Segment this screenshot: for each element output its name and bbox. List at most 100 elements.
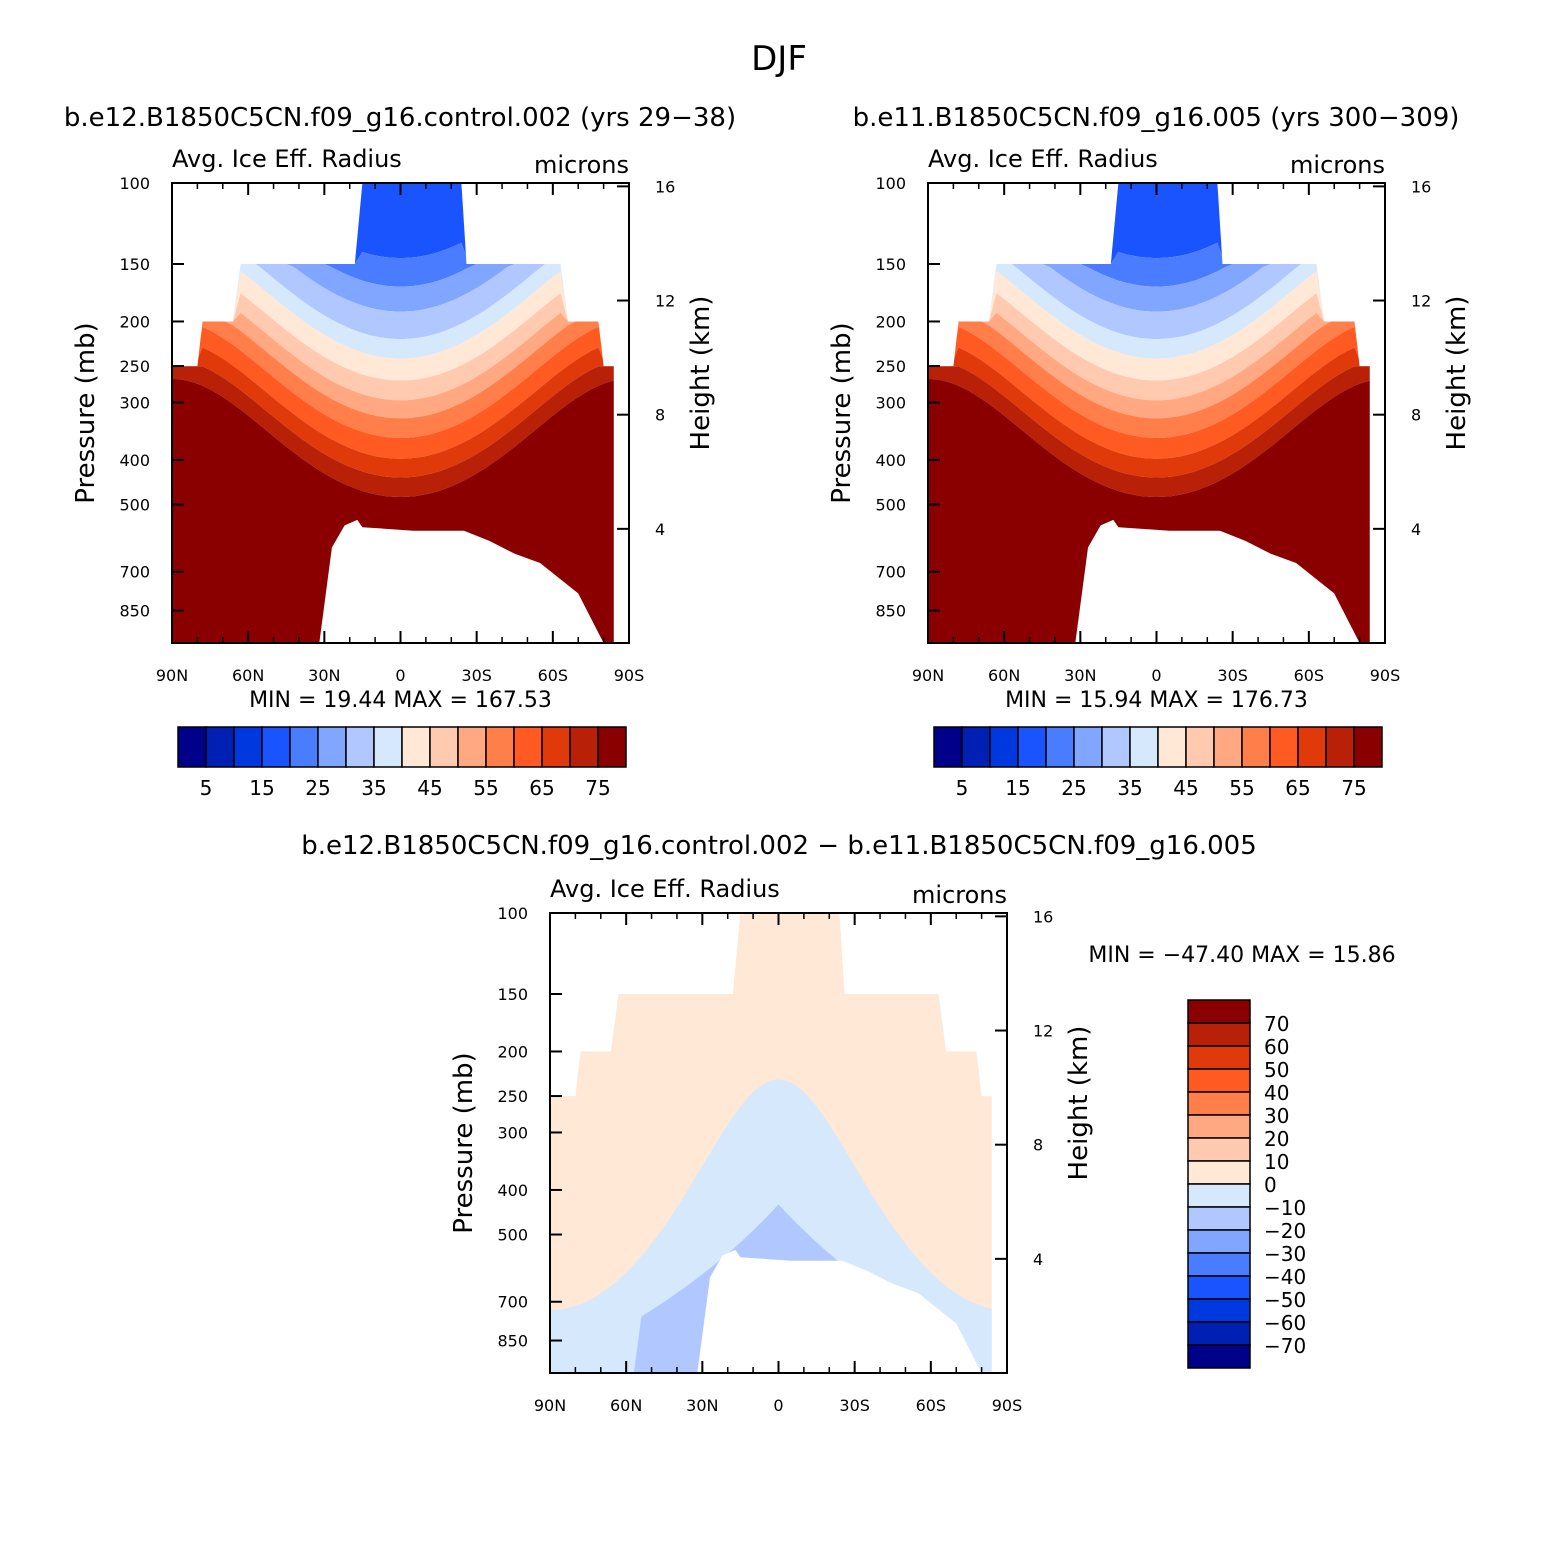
colorbar-label: 30: [1264, 1104, 1289, 1128]
y2-tick-label: 8: [1411, 406, 1421, 425]
colorbar-label: 5: [200, 776, 213, 800]
colorbar-swatch: [177, 726, 207, 768]
x-tick-label: 60N: [988, 666, 1020, 685]
y-tick-label: 700: [875, 563, 906, 582]
missing-region: [928, 183, 1385, 367]
colorbar-swatch: [1241, 726, 1271, 768]
left-string: Avg. Ice Eff. Radius: [928, 145, 1158, 173]
colorbar-label: 45: [417, 776, 442, 800]
y2-tick-label: 8: [1033, 1136, 1043, 1155]
contour-band: [172, 347, 629, 478]
y2-axis-label: Height (km): [1064, 1026, 1094, 1181]
colorbar-label: 50: [1264, 1058, 1289, 1082]
y2-tick-label: 8: [655, 406, 665, 425]
colorbar-swatch: [1017, 726, 1047, 768]
colorbar-label: 35: [361, 776, 386, 800]
missing-region: [319, 519, 604, 643]
contour-band: [172, 264, 629, 367]
y2-tick-label: 4: [1033, 1250, 1043, 1269]
y-tick-label: 100: [119, 174, 150, 193]
colorbar-swatch: [989, 726, 1019, 768]
y-tick-label: 300: [875, 393, 906, 412]
colorbar-swatch: [1101, 726, 1131, 768]
min-max-stats: MIN = 15.94 MAX = 176.73: [1005, 688, 1308, 713]
y2-tick-label: 12: [655, 292, 675, 311]
x-tick-label: 60N: [232, 666, 264, 685]
y-tick-label: 100: [497, 904, 528, 923]
colorbar-swatch: [1045, 726, 1075, 768]
y-axis-label: Pressure (mb): [827, 322, 857, 503]
colorbar-swatch: [1187, 1275, 1251, 1300]
panel-title: b.e11.B1850C5CN.f09_g16.005 (yrs 300−309…: [853, 103, 1460, 133]
colorbar-label: 60: [1264, 1035, 1289, 1059]
colorbar-swatch: [597, 726, 627, 768]
y2-tick-label: 16: [1411, 177, 1431, 196]
colorbar-swatch: [1187, 1252, 1251, 1277]
y-tick-label: 700: [119, 563, 150, 582]
colorbar-label: −40: [1264, 1265, 1306, 1289]
colorbar-label: 65: [1285, 776, 1310, 800]
min-max-stats: MIN = 19.44 MAX = 167.53: [249, 688, 552, 713]
panel-case1: b.e12.B1850C5CN.f09_g16.control.002 (yrs…: [64, 103, 736, 800]
colorbar-swatch: [1187, 1344, 1251, 1369]
x-tick-label: 60N: [610, 1396, 642, 1415]
missing-region: [991, 913, 1007, 1373]
colorbar-swatch: [1187, 1022, 1251, 1047]
contour-band: [928, 347, 1385, 478]
colorbar-swatch: [289, 726, 319, 768]
missing-region: [172, 183, 629, 367]
y-axis-label: Pressure (mb): [71, 322, 101, 503]
colorbar-swatch: [1187, 1298, 1251, 1323]
contour-band: [172, 242, 629, 367]
colorbar-swatch: [1213, 726, 1243, 768]
x-tick-label: 30N: [1064, 666, 1096, 685]
colorbar-swatch: [373, 726, 403, 768]
y2-axis-label: Height (km): [1442, 296, 1472, 451]
colorbar-swatch: [513, 726, 543, 768]
y-tick-label: 150: [497, 985, 528, 1004]
y-tick-label: 200: [119, 312, 150, 331]
colorbar-label: −30: [1264, 1242, 1306, 1266]
colorbar-swatch: [1187, 1114, 1251, 1139]
colorbar-swatch: [1073, 726, 1103, 768]
colorbar-swatch: [233, 726, 263, 768]
y-tick-label: 700: [497, 1293, 528, 1312]
y2-tick-label: 16: [1033, 907, 1053, 926]
colorbar-swatch: [1187, 1068, 1251, 1093]
right-string: microns: [1290, 151, 1385, 179]
x-tick-label: 90S: [1370, 666, 1401, 685]
colorbar-label: 0: [1264, 1173, 1277, 1197]
plot-field: [550, 913, 1007, 1373]
colorbar-label: 25: [1061, 776, 1086, 800]
missing-region: [1369, 183, 1385, 643]
y-axis-label: Pressure (mb): [449, 1052, 479, 1233]
colorbar-swatch: [1157, 726, 1187, 768]
colorbar-swatch: [1187, 999, 1251, 1024]
x-tick-label: 0: [773, 1396, 783, 1415]
contour-band: [928, 264, 1385, 367]
contour-band: [172, 271, 629, 381]
colorbar-swatch: [541, 726, 571, 768]
colorbar-label: 15: [1005, 776, 1030, 800]
missing-region: [1075, 519, 1360, 643]
panel-diff: b.e12.B1850C5CN.f09_g16.control.002 − b.…: [301, 831, 1395, 1415]
colorbar-label: 35: [1117, 776, 1142, 800]
y-tick-label: 850: [119, 602, 150, 621]
x-tick-label: 90N: [534, 1396, 566, 1415]
y-tick-label: 850: [497, 1332, 528, 1351]
plot-field: [172, 183, 629, 643]
x-tick-label: 90N: [156, 666, 188, 685]
y2-tick-label: 4: [655, 520, 665, 539]
y2-axis-label: Height (km): [686, 296, 716, 451]
colorbar-swatch: [457, 726, 487, 768]
right-string: microns: [534, 151, 629, 179]
colorbar-swatch: [1297, 726, 1327, 768]
colorbar-label: 20: [1264, 1127, 1289, 1151]
contour-band: [172, 264, 629, 367]
contour-band: [172, 366, 629, 497]
x-tick-label: 0: [395, 666, 405, 685]
colorbar-label: 10: [1264, 1150, 1289, 1174]
colorbar-swatch: [1187, 1137, 1251, 1162]
colorbar-swatch: [401, 726, 431, 768]
y-tick-label: 500: [119, 496, 150, 515]
